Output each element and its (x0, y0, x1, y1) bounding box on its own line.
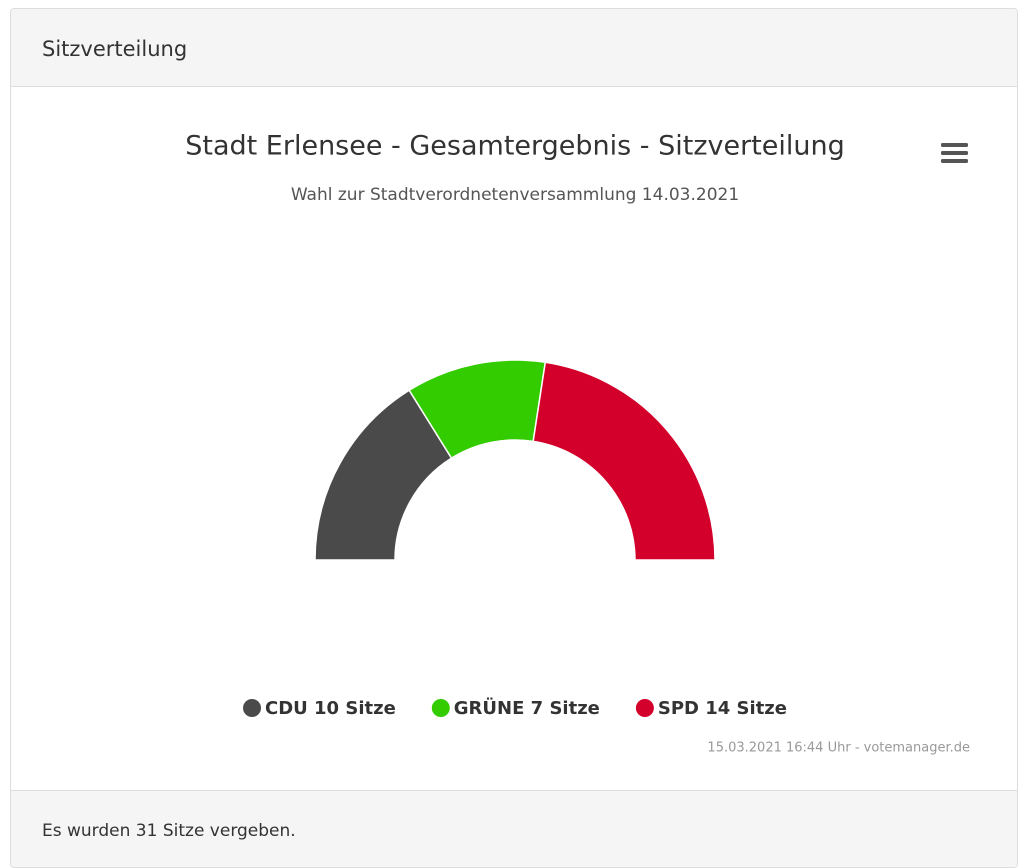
chart-title: Stadt Erlensee - Gesamtergebnis - Sitzve… (185, 131, 845, 162)
legend-marker (635, 699, 654, 717)
menu-bar[interactable] (941, 151, 968, 155)
seat-segment (532, 361, 716, 561)
menu-bar[interactable] (941, 143, 968, 147)
chart: Stadt Erlensee - Gesamtergebnis - Sitzve… (185, 131, 970, 756)
credits: 15.03.2021 16:44 Uhr - votemanager.de (707, 741, 970, 756)
panel-header: Sitzverteilung (11, 9, 1017, 87)
chart-subtitle: Wahl zur Stadtverordnetenversammlung 14.… (291, 185, 739, 205)
legend-label: CDU 10 Sitze (265, 698, 396, 719)
panel-footer: Es wurden 31 Sitze vergeben. (11, 790, 1017, 867)
legend-marker (431, 699, 450, 717)
menu-bar[interactable] (941, 159, 968, 163)
legend-label: SPD 14 Sitze (658, 698, 787, 719)
legend-marker (243, 699, 262, 717)
panel: Sitzverteilung Es wurden 31 Sitze vergeb… (10, 8, 1018, 868)
legend-label: GRÜNE 7 Sitze (454, 697, 600, 719)
menu-button[interactable] (941, 143, 968, 163)
